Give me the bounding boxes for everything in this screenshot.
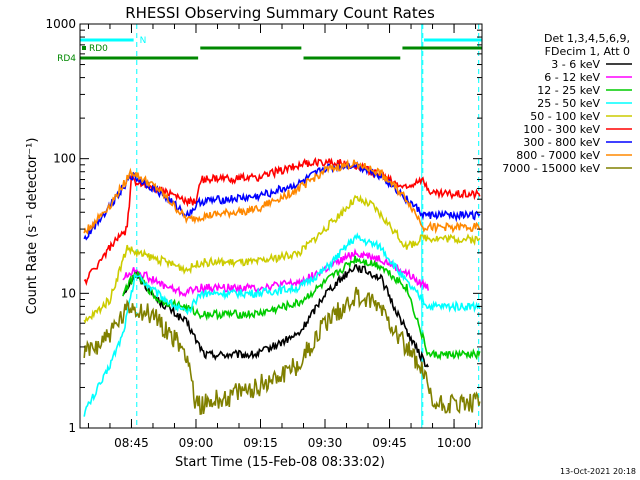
flag-rd0-marker: [82, 46, 86, 50]
y-tick-label: 10: [61, 286, 76, 300]
x-axis-label: Start Time (15-Feb-08 08:33:02): [175, 455, 385, 470]
x-tick-label: 09:15: [243, 436, 278, 450]
series-line-0: [122, 264, 429, 368]
legend-label: 50 - 100 keV: [530, 110, 600, 123]
x-tick-label: 09:45: [372, 436, 407, 450]
x-tick-label: 09:00: [179, 436, 214, 450]
legend-label: 300 - 800 keV: [523, 136, 600, 149]
x-tick-label: 10:00: [437, 436, 472, 450]
series-line-6: [83, 160, 481, 241]
series-line-7: [83, 158, 481, 235]
legend-label: 25 - 50 keV: [537, 97, 600, 110]
y-axis: 1 10 100 1000: [45, 17, 482, 435]
flag-label-rd4: RD4: [57, 54, 76, 64]
legend-label: 800 - 7000 keV: [516, 149, 600, 162]
x-tick-label: 09:30: [308, 436, 343, 450]
series-line-1: [122, 247, 429, 298]
series-line-5: [83, 156, 481, 287]
x-tick-label: 08:45: [114, 436, 149, 450]
legend-header: Det 1,3,4,5,6,9,: [544, 32, 630, 45]
legend-label: 3 - 6 keV: [551, 58, 600, 71]
x-axis: 08:45 09:00 09:15 09:30 09:45 10:00: [87, 24, 477, 450]
legend-label: 100 - 300 keV: [523, 123, 600, 136]
legend: Det 1,3,4,5,6,9,FDecim 1, Att 03 - 6 keV…: [502, 32, 632, 175]
footer-date: 13-Oct-2021 20:18: [560, 467, 636, 476]
chart-title: RHESSI Observing Summary Count Rates: [125, 4, 435, 22]
y-tick-label: 1: [68, 421, 76, 435]
series-line-8: [83, 286, 481, 415]
legend-label: 6 - 12 keV: [544, 71, 600, 84]
legend-label: 7000 - 15000 keV: [502, 162, 600, 175]
series-line-4: [83, 194, 481, 324]
y-tick-label: 100: [53, 152, 76, 166]
plot-area: N RD0 RD4: [57, 24, 482, 428]
legend-label: 12 - 25 keV: [537, 84, 600, 97]
series-line-3: [83, 232, 481, 417]
y-tick-label: 1000: [45, 17, 76, 31]
flag-label-n: N: [140, 36, 147, 46]
plot-frame: [79, 23, 483, 429]
series-line-2: [122, 255, 481, 361]
legend-header: FDecim 1, Att 0: [545, 45, 630, 58]
y-axis-label: Count Rate (s⁻¹ detector⁻¹): [25, 138, 40, 315]
flag-label-rd0: RD0: [89, 44, 108, 54]
